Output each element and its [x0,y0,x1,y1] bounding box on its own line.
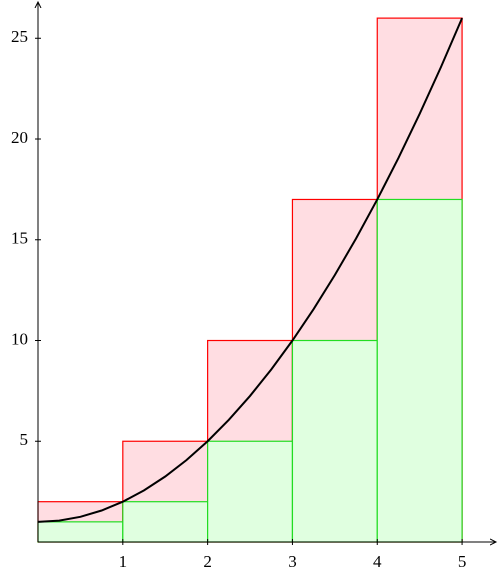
bar [376,198,463,543]
x-tick-label: 5 [458,552,467,571]
y-tick-label: 25 [11,27,28,46]
plot-area [37,17,463,543]
bar [291,339,378,543]
x-tick-label: 3 [288,552,297,571]
y-tick-label: 10 [11,329,28,348]
x-tick-label: 2 [203,552,212,571]
x-tick-label: 1 [119,552,128,571]
bar [207,440,294,543]
y-tick-label: 15 [11,229,28,248]
x-tick-label: 4 [373,552,382,571]
bar [122,501,209,543]
y-tick-label: 5 [20,430,29,449]
bar [37,521,124,543]
y-tick-label: 20 [11,128,28,147]
curve [37,17,463,523]
